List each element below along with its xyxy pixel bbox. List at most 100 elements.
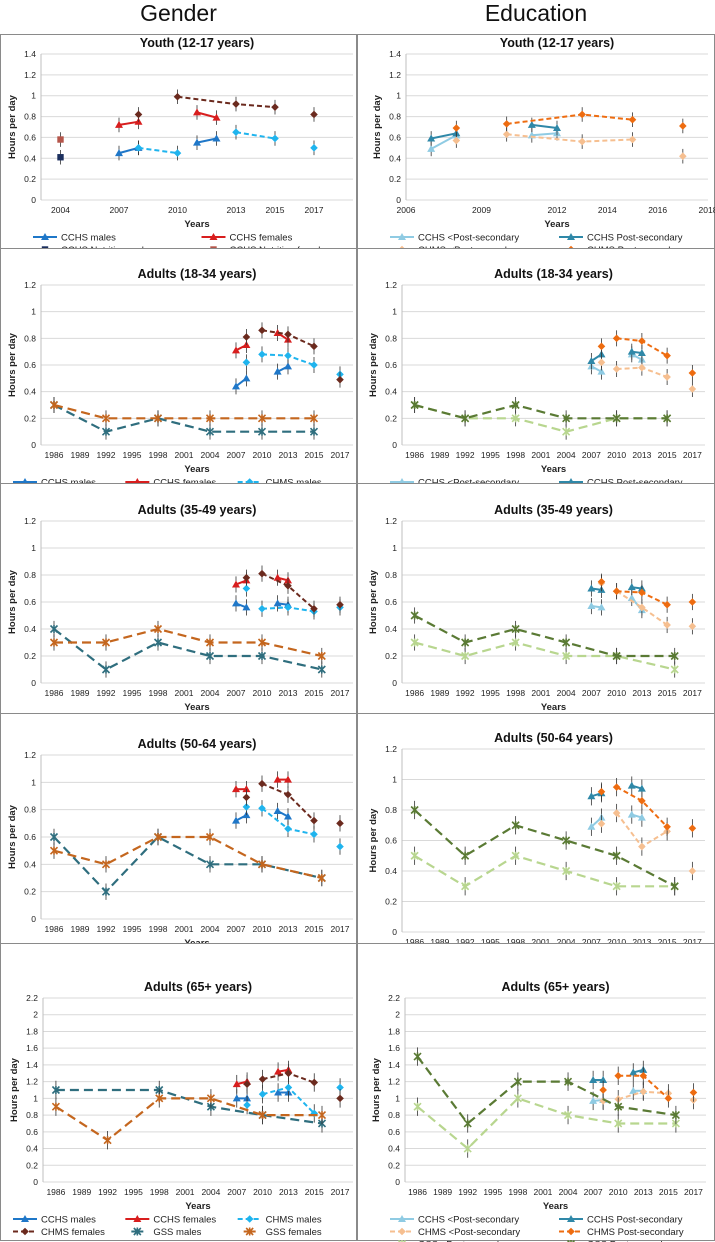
- x-tick-label: 1989: [430, 450, 449, 460]
- data-point: [679, 122, 687, 130]
- legend-item: CHMS males: [238, 1215, 322, 1226]
- y-tick-label: 0: [392, 440, 397, 450]
- y-axis-label: Hours per day: [371, 1057, 382, 1122]
- y-tick-label: 1.2: [24, 750, 36, 760]
- x-tick-label: 1998: [149, 688, 168, 698]
- y-tick-label: 1: [33, 1093, 38, 1103]
- y-tick-label: 0.2: [388, 1160, 400, 1170]
- x-tick-label: 2017: [305, 205, 324, 215]
- data-point: [638, 843, 646, 851]
- data-point: [258, 780, 266, 788]
- data-point: [462, 882, 469, 890]
- x-tick-label: 2001: [175, 688, 194, 698]
- x-tick-label: 2012: [548, 205, 567, 215]
- x-tick-label: 1998: [149, 924, 168, 934]
- series-cchs-post-secondary: [427, 118, 561, 146]
- series-chms-males: [243, 346, 344, 382]
- legend-item: CHMS females: [13, 1227, 105, 1238]
- x-tick-label: 2017: [331, 924, 350, 934]
- legend-item: CCHS <Post-secondary: [390, 1215, 519, 1226]
- x-tick-label: 2015: [305, 924, 324, 934]
- x-axis-label: Years: [184, 219, 209, 230]
- y-axis-label: Hours per day: [368, 569, 379, 634]
- data-point: [453, 124, 461, 132]
- y-tick-label: 0.6: [389, 132, 401, 142]
- x-tick-label: 2013: [227, 205, 246, 215]
- chart-title: Youth (12-17 years): [500, 36, 614, 50]
- y-tick-label: 0.4: [385, 866, 397, 876]
- y-tick-label: 0.8: [385, 805, 397, 815]
- y-tick-label: 0.4: [385, 624, 397, 634]
- chart-svg: Adults (18-34 years)00.20.40.60.811.2198…: [358, 249, 715, 485]
- series-cchs-nutrition-males: [57, 150, 63, 165]
- x-tick-label: 2014: [598, 205, 617, 215]
- data-point: [310, 361, 318, 369]
- y-tick-label: 0.2: [385, 413, 397, 423]
- y-tick-label: 1.6: [26, 1043, 38, 1053]
- data-point: [578, 138, 586, 146]
- x-tick-label: 2017: [683, 688, 702, 698]
- x-tick-label: 2004: [557, 688, 576, 698]
- legend-marker: [21, 1228, 29, 1236]
- x-tick-label: 2007: [227, 450, 246, 460]
- series-line: [54, 629, 322, 670]
- data-point: [310, 111, 318, 119]
- legend-label: CCHS females: [230, 233, 293, 244]
- legend-marker: [567, 1228, 575, 1236]
- data-point: [336, 820, 344, 828]
- y-tick-label: 0.8: [26, 1110, 38, 1120]
- series-line: [415, 405, 667, 418]
- y-tick-label: 0.6: [26, 1127, 38, 1137]
- series-cchs-females: [115, 105, 221, 132]
- x-tick-label: 1992: [97, 688, 116, 698]
- x-axis-label: Years: [541, 464, 566, 475]
- y-tick-label: 0.4: [24, 624, 36, 634]
- series-line: [507, 134, 633, 141]
- data-point: [599, 1086, 607, 1094]
- x-tick-label: 1989: [71, 924, 90, 934]
- series-line: [54, 405, 314, 418]
- x-tick-label: 2001: [176, 1187, 195, 1197]
- series-chms-males: [135, 125, 318, 160]
- data-point: [503, 120, 511, 128]
- data-point: [613, 783, 621, 791]
- data-point: [243, 794, 251, 802]
- x-tick-label: 1995: [481, 688, 500, 698]
- y-tick-label: 2.2: [388, 993, 400, 1003]
- chart-svg: Youth (12-17 years)00.20.40.60.811.21.42…: [1, 35, 358, 250]
- x-tick-label: 1989: [71, 688, 90, 698]
- x-tick-label: 2007: [227, 924, 246, 934]
- data-point: [57, 136, 63, 142]
- x-tick-label: 2010: [607, 450, 626, 460]
- x-tick-label: 2004: [201, 688, 220, 698]
- y-tick-label: 1: [392, 543, 397, 553]
- chart-title: Adults (35-49 years): [494, 503, 613, 517]
- x-tick-label: 2013: [279, 450, 298, 460]
- y-tick-label: 0.8: [385, 333, 397, 343]
- series-line: [532, 133, 557, 135]
- x-tick-label: 2010: [253, 450, 272, 460]
- x-tick-label: 2004: [201, 924, 220, 934]
- legend-item: CHMS Post-secondary: [559, 1227, 684, 1238]
- chart-svg: Adults (65+ years)00.20.40.60.811.21.41.…: [1, 944, 358, 1242]
- data-point: [103, 666, 110, 674]
- x-tick-label: 1992: [98, 1187, 117, 1197]
- x-tick-label: 1995: [123, 924, 142, 934]
- series-chms-post-secondary: [453, 107, 687, 135]
- x-tick-label: 2009: [472, 205, 491, 215]
- chart-svg: Youth (12-17 years)00.20.40.60.811.21.42…: [358, 35, 715, 250]
- x-tick-label: 2004: [557, 450, 576, 460]
- x-axis-label: Years: [541, 702, 566, 713]
- x-tick-label: 1989: [430, 688, 449, 698]
- data-point: [284, 352, 292, 360]
- y-tick-label: 0.8: [24, 333, 36, 343]
- x-tick-label: 2010: [253, 924, 272, 934]
- series-cchs-post-secondary: [427, 126, 561, 156]
- y-axis-label: Hours per day: [7, 569, 18, 634]
- data-point: [614, 1072, 622, 1080]
- y-axis-label: Hours per day: [7, 804, 18, 869]
- series-line: [56, 1090, 322, 1124]
- data-point: [284, 791, 292, 799]
- chart-svg: Adults (50-64 years)00.20.40.60.811.2198…: [358, 714, 715, 945]
